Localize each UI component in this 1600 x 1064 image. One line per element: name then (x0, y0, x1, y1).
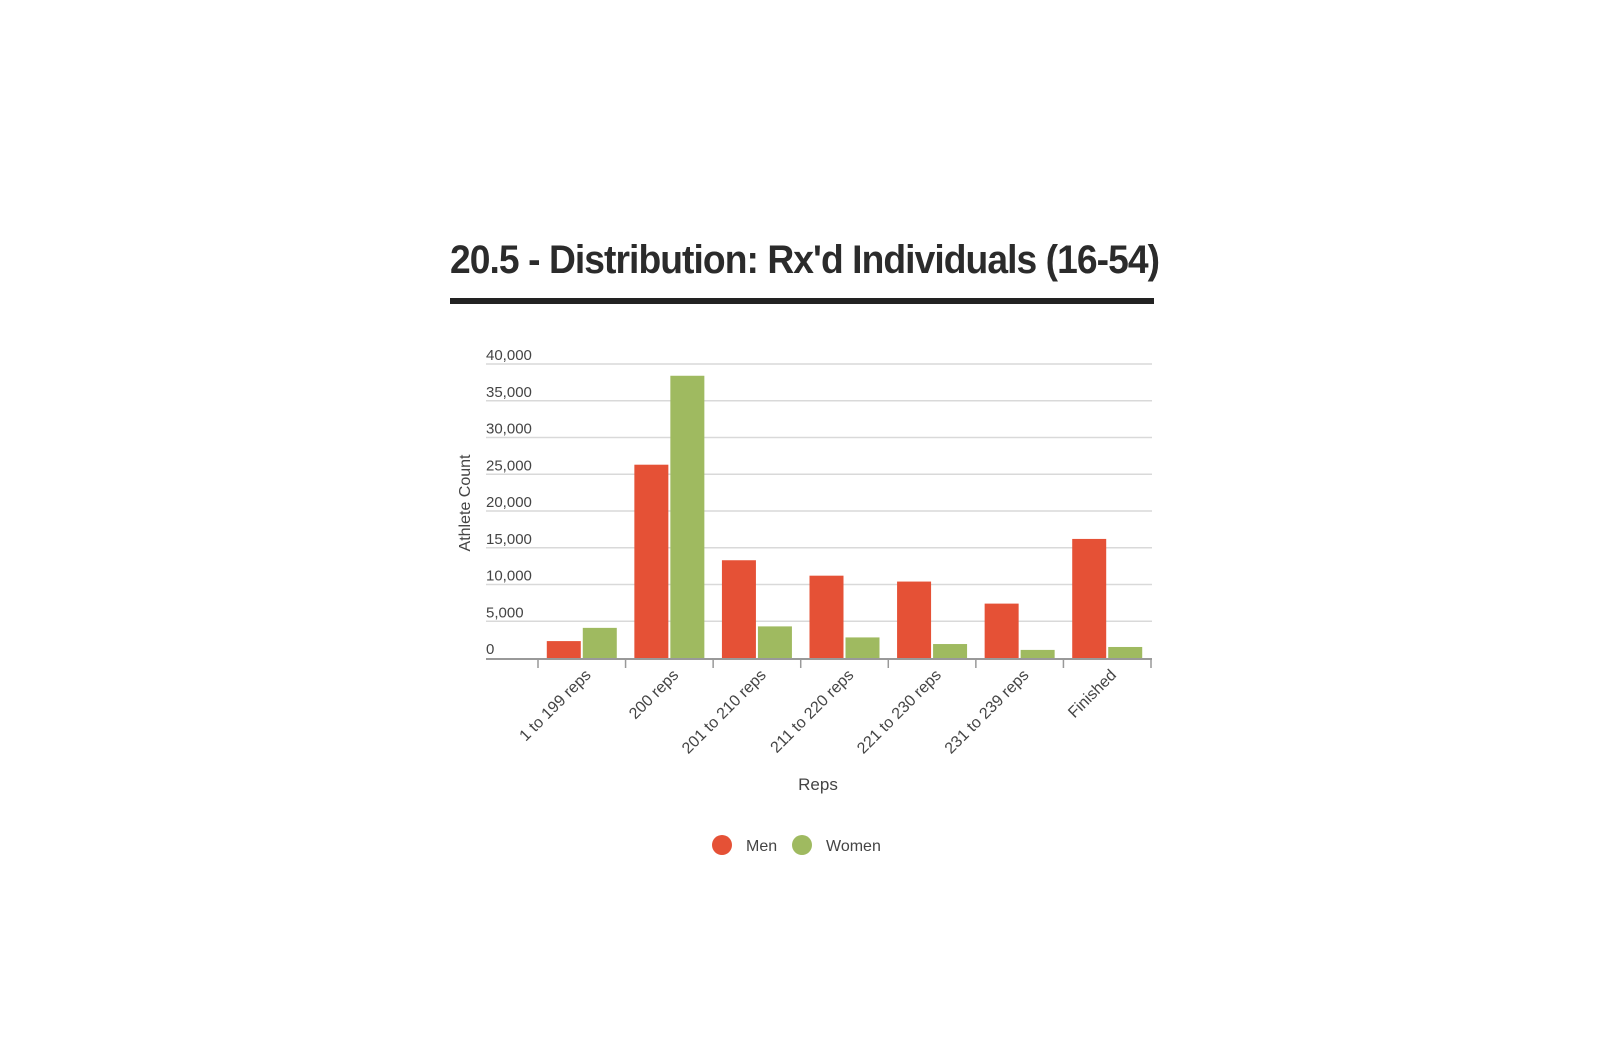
x-axis (486, 658, 1152, 668)
legend-label-men[interactable]: Men (746, 838, 777, 855)
y-axis-label: Athlete Count (457, 454, 474, 552)
x-tick-label: 231 to 239 reps (942, 667, 1033, 758)
legend-swatch-men[interactable] (712, 835, 732, 855)
x-tick-label: 200 reps (626, 667, 682, 723)
legend-label-women[interactable]: Women (826, 838, 881, 855)
chart-title: 20.5 - Distribution: Rx'd Individuals (1… (450, 238, 1160, 282)
y-tick-label: 30,000 (486, 421, 532, 438)
title-underline (450, 298, 1154, 304)
y-tick-label: 35,000 (486, 384, 532, 401)
x-axis-label: Reps (798, 775, 838, 794)
x-tick-label: 201 to 210 reps (679, 667, 770, 758)
bar-women-3[interactable] (845, 637, 880, 658)
x-tick-label: 221 to 230 reps (854, 667, 945, 758)
y-tick-label: 10,000 (486, 568, 532, 585)
y-tick-label: 20,000 (486, 494, 532, 511)
bar-men-2[interactable] (721, 560, 756, 658)
legend: Men Women (712, 835, 881, 855)
y-tick-label: 15,000 (486, 531, 532, 548)
bar-women-1[interactable] (670, 375, 705, 658)
bar-women-2[interactable] (757, 626, 792, 658)
x-tick-label: 1 to 199 reps (517, 667, 595, 745)
bar-men-1[interactable] (634, 464, 669, 658)
bar-women-4[interactable] (933, 644, 968, 658)
x-tick-label: 211 to 220 reps (768, 667, 858, 757)
y-tick-label: 0 (486, 641, 494, 658)
bar-women-6[interactable] (1108, 646, 1143, 658)
bar-men-6[interactable] (1072, 538, 1107, 658)
bar-men-0[interactable] (546, 641, 581, 658)
gridlines (486, 363, 1152, 622)
bar-women-0[interactable] (582, 627, 617, 658)
y-tick-label: 5,000 (486, 604, 524, 621)
y-tick-label: 25,000 (486, 457, 532, 474)
bar-men-5[interactable] (984, 603, 1019, 658)
bar-men-4[interactable] (897, 581, 932, 658)
y-axis-ticks: 0 5,000 10,000 15,000 20,000 25,000 30,000 35,0… (486, 347, 532, 658)
legend-swatch-women[interactable] (792, 835, 812, 855)
bar-men-3[interactable] (809, 575, 844, 658)
bar-women-5[interactable] (1020, 649, 1055, 658)
x-tick-label: Finished (1065, 667, 1120, 722)
y-tick-label: 40,000 (486, 347, 532, 364)
bars (546, 375, 1143, 658)
